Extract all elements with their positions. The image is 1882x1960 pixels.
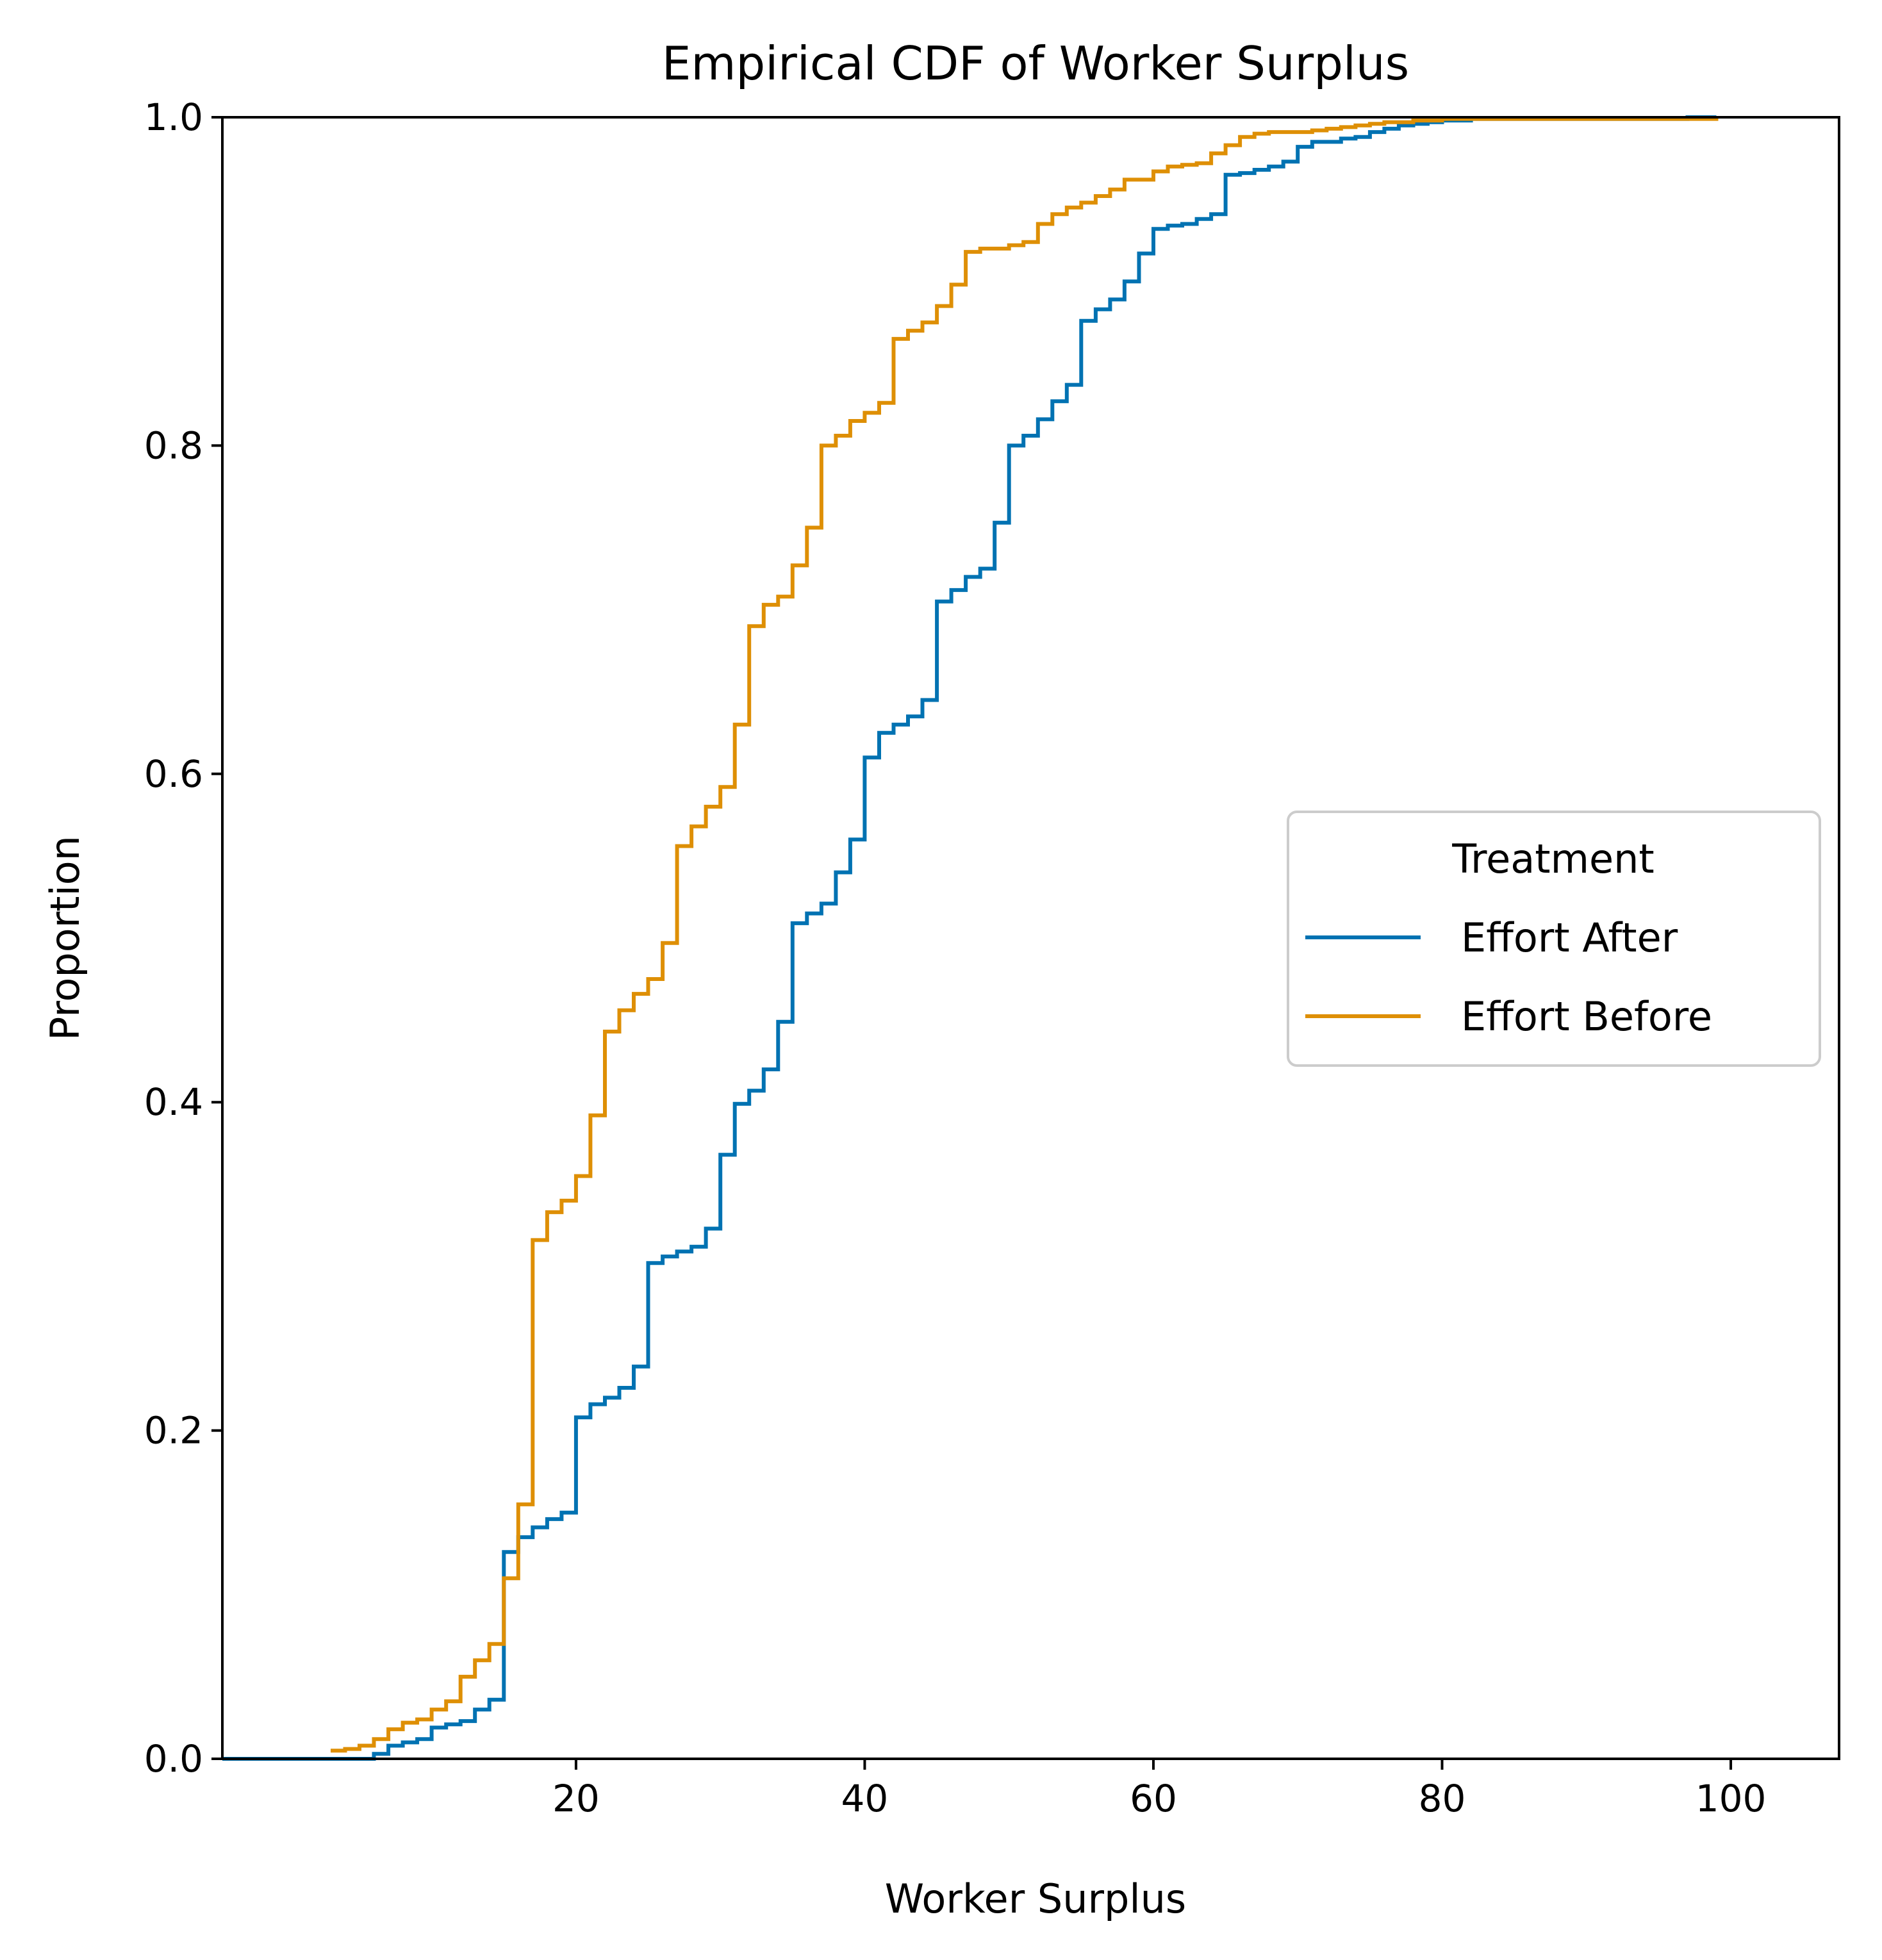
legend-label-effort-after: Effort After xyxy=(1461,914,1678,961)
x-tick-label: 60 xyxy=(1130,1777,1177,1820)
y-tick-label: 0.2 xyxy=(144,1409,203,1453)
y-tick-label: 0.0 xyxy=(144,1737,203,1781)
y-tick-label: 1.0 xyxy=(144,95,203,139)
legend-box xyxy=(1287,811,1821,1067)
x-axis-label: Worker Surplus xyxy=(885,1875,1186,1922)
y-axis-label: Proportion xyxy=(42,836,88,1041)
y-tick-label: 0.4 xyxy=(144,1080,203,1124)
x-tick-label: 40 xyxy=(841,1777,889,1820)
y-axis: 0.0 0.2 0.4 0.6 0.8 1.0 xyxy=(144,95,222,1781)
y-tick-label: 0.6 xyxy=(144,752,203,796)
legend-title: Treatment xyxy=(1451,836,1654,882)
series-line-effort-before xyxy=(331,117,1719,1753)
series-line-effort-after xyxy=(222,115,1717,1761)
y-tick-label: 0.8 xyxy=(144,424,203,467)
legend: Treatment Effort After Effort Before xyxy=(1287,811,1821,1067)
plot-frame xyxy=(221,116,1840,1760)
x-tick-label: 20 xyxy=(552,1777,600,1820)
x-tick-label: 100 xyxy=(1696,1777,1767,1820)
chart-title: Empirical CDF of Worker Surplus xyxy=(662,37,1409,90)
x-axis: 20 40 60 80 100 xyxy=(552,1759,1766,1820)
legend-label-effort-before: Effort Before xyxy=(1461,993,1712,1040)
x-tick-label: 80 xyxy=(1419,1777,1466,1820)
series-layer xyxy=(222,115,1719,1761)
